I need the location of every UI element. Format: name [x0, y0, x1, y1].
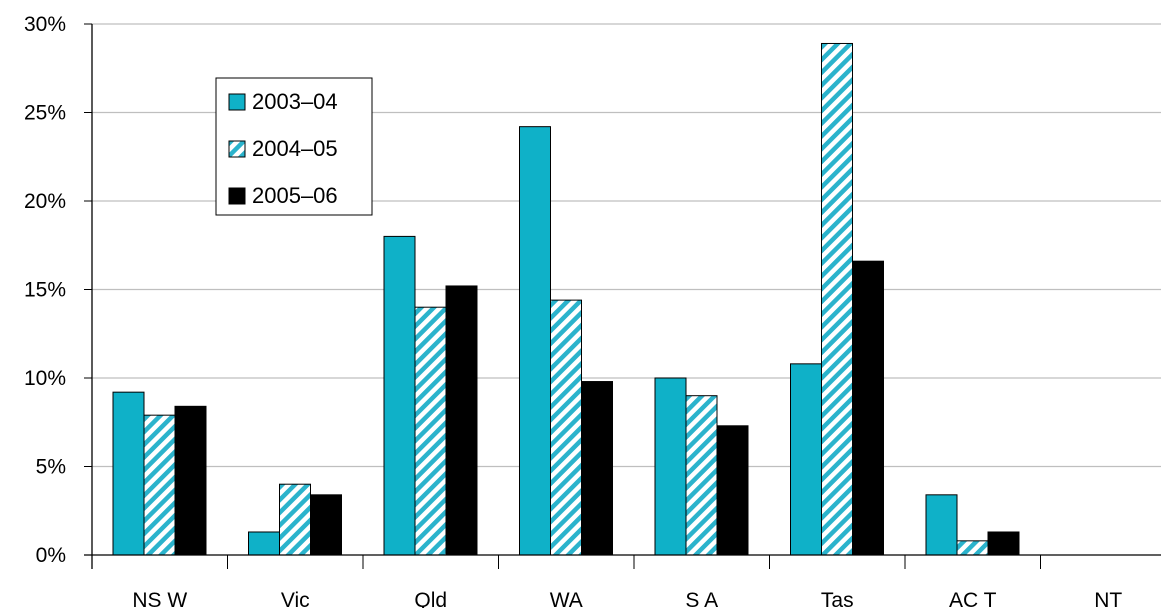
bar-2003-04-act: [925, 494, 958, 556]
bar-2005-06-nsw: [174, 405, 207, 556]
y-tick-label: 30%: [24, 13, 66, 36]
bar-2003-04-qld: [383, 235, 416, 556]
bar-2005-06-sa: [716, 425, 749, 556]
bar-2005-06-wa: [581, 381, 613, 556]
x-tick-label: WA: [550, 589, 583, 608]
x-tick-label: NS W: [132, 589, 187, 608]
legend-label-2004-05: 2004–05: [252, 136, 338, 161]
x-axis-ticks: NS W Vic Qld WA S A Tas AC T NT: [132, 555, 1122, 608]
bar-2003-04-tas: [790, 363, 822, 556]
y-tick-label: 15%: [24, 279, 66, 302]
bar-2005-06-tas: [852, 260, 884, 556]
bar-2003-04-vic: [248, 531, 280, 556]
bars: [112, 42, 1020, 556]
bar-2004-05-qld: [414, 306, 447, 556]
x-tick-label: NT: [1094, 589, 1122, 608]
bar-2003-04-sa: [654, 377, 687, 556]
axes: [84, 24, 1161, 569]
legend-swatch-2003-04: [228, 93, 246, 111]
y-axis-ticks: 0% 5% 10% 15% 20% 25% 30%: [24, 13, 92, 567]
legend-swatch-2005-06: [228, 187, 246, 205]
y-tick-label: 25%: [24, 102, 66, 125]
legend-label-2005-06: 2005–06: [252, 183, 338, 208]
x-tick-label: AC T: [949, 589, 997, 608]
x-tick-label: S A: [685, 589, 718, 608]
bar-2004-05-vic: [279, 483, 311, 556]
bar-2003-04-wa: [519, 126, 551, 556]
bar-2004-05-tas: [821, 42, 853, 556]
y-tick-label: 10%: [24, 367, 66, 390]
x-tick-label: Qld: [414, 589, 447, 608]
bar-2005-06-act: [987, 531, 1020, 556]
bar-2004-05-act: [956, 540, 989, 556]
bar-2004-05-nsw: [143, 414, 176, 556]
bar-2005-06-qld: [445, 285, 478, 556]
bar-2004-05-sa: [685, 395, 718, 556]
y-tick-label: 5%: [36, 456, 66, 479]
bar-2004-05-wa: [550, 299, 582, 556]
legend: 2003–04 2004–05 2005–06: [215, 77, 373, 216]
y-tick-label: 0%: [36, 544, 66, 567]
bar-2005-06-vic: [310, 494, 342, 556]
legend-swatch-2004-05: [228, 140, 246, 158]
x-tick-label: Tas: [821, 589, 854, 608]
x-tick-label: Vic: [281, 589, 310, 608]
legend-label-2003-04: 2003–04: [252, 89, 338, 114]
bar-2003-04-nsw: [112, 391, 145, 556]
y-tick-label: 20%: [24, 190, 66, 213]
